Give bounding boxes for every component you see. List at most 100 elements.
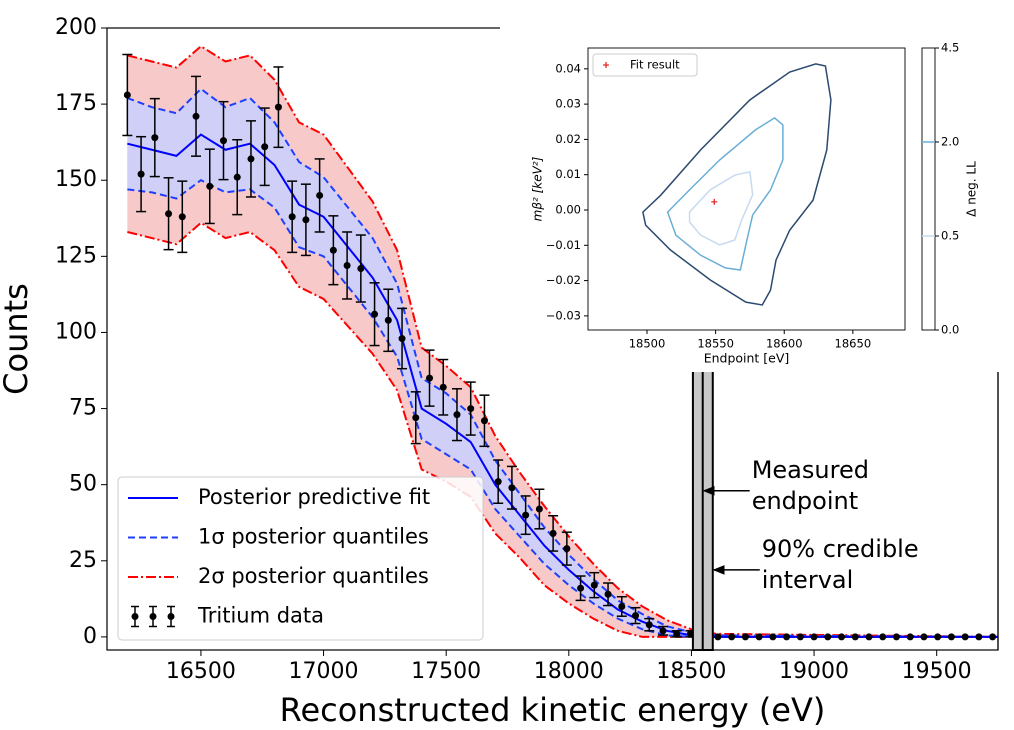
series-line [127, 45, 999, 638]
data-point [604, 590, 612, 598]
data-point [480, 417, 488, 425]
fit-result [711, 198, 718, 205]
data-point [947, 633, 955, 641]
data-point [769, 633, 777, 641]
data-point [577, 584, 585, 592]
data-point [632, 612, 640, 620]
data-point [961, 633, 969, 641]
data-point [728, 633, 736, 641]
data-point [741, 633, 749, 641]
data-point [563, 545, 571, 553]
data-point [206, 182, 214, 190]
legend-label: 2σ posterior quantiles [198, 564, 429, 588]
data-point [879, 633, 887, 641]
data-point [824, 633, 832, 641]
data-point [247, 155, 255, 163]
colorbar-tick-label: 0.0 [941, 323, 959, 337]
y-tick-label: 150 [55, 167, 97, 192]
data-point [233, 173, 241, 181]
data-point [151, 134, 159, 142]
data-point [508, 484, 516, 492]
data-point [838, 633, 846, 641]
data-point [535, 505, 543, 513]
inset-legend-label: Fit result [630, 58, 680, 72]
contour [688, 170, 754, 246]
data-point [755, 633, 763, 641]
data-point [892, 633, 900, 641]
data-point [673, 630, 681, 638]
data-point [357, 265, 365, 273]
colorbar-tick-label: 4.5 [941, 41, 959, 55]
y-tick-label: 175 [55, 91, 97, 116]
data-point [316, 191, 324, 199]
data-point [398, 335, 406, 343]
inset-x-label: Endpoint [eV] [704, 351, 790, 366]
legend-label: 1σ posterior quantiles [198, 525, 429, 549]
inset-y-tick-label: 0.00 [555, 203, 581, 217]
y-axis-label: Counts [0, 283, 35, 395]
data-point [906, 633, 914, 641]
y-tick-label: 0 [83, 624, 97, 649]
data-point [549, 529, 557, 537]
data-point [618, 602, 626, 610]
data-point [865, 633, 873, 641]
x-tick-label: 19500 [902, 659, 972, 684]
colorbar-label: Δ neg. LL [965, 161, 979, 217]
inset-y-tick-label: 0.01 [555, 167, 581, 181]
legend-box [117, 476, 484, 641]
colorbar [921, 47, 936, 331]
data-point [329, 246, 337, 254]
data-point [412, 414, 420, 422]
data-point [371, 310, 379, 318]
data-point [467, 405, 475, 413]
legend-marker [131, 613, 139, 620]
data-point [522, 511, 530, 519]
inset-y-tick-label: −0.03 [546, 308, 581, 322]
inset-y-tick-label: −0.01 [546, 238, 581, 252]
data-point [934, 633, 942, 641]
data-point [343, 261, 351, 269]
x-axis-label: Reconstructed kinetic energy (eV) [280, 691, 826, 729]
legend-label: Tritium data [197, 604, 324, 628]
legend-marker [167, 613, 175, 620]
data-point [261, 143, 269, 151]
data-point [288, 213, 296, 221]
data-point [178, 213, 186, 221]
legend-marker [149, 613, 157, 620]
band-fill [127, 46, 999, 637]
y-tick-label: 200 [55, 15, 97, 40]
annotation-text: interval [762, 566, 854, 594]
y-tick-label: 75 [69, 396, 97, 421]
inset-y-tick-label: 0.03 [555, 97, 581, 111]
colorbar-tick-label: 2.0 [941, 135, 959, 149]
data-point [426, 374, 434, 382]
y-tick-label: 125 [55, 243, 97, 268]
inset-y-tick-label: 0.02 [555, 132, 581, 146]
x-tick-label: 18500 [656, 659, 726, 684]
inset-y-tick-label: −0.02 [546, 273, 581, 287]
data-point [494, 478, 502, 486]
data-point [590, 581, 598, 589]
series-line [127, 87, 999, 638]
x-tick-label: 17000 [289, 659, 359, 684]
y-tick-label: 100 [55, 319, 97, 344]
inset-y-tick-label: 0.04 [555, 61, 581, 75]
data-point [920, 633, 928, 641]
contour [666, 116, 784, 271]
data-point [714, 633, 722, 641]
x-tick-label: 19000 [779, 659, 849, 684]
series-line [127, 221, 998, 638]
x-tick-label: 16500 [166, 659, 236, 684]
x-tick-label: 18000 [534, 659, 604, 684]
colorbar-tick-label: 0.5 [941, 229, 959, 243]
data-point [783, 633, 791, 641]
inset-legend-box [592, 53, 698, 77]
x-tick-label: 17500 [411, 659, 481, 684]
annotation-text: Measured [752, 456, 869, 484]
data-point [384, 316, 392, 324]
annotation-text: 90% credible [762, 535, 919, 563]
inset-x-tick-label: 18550 [697, 337, 734, 351]
inset-x-tick-label: 18650 [835, 337, 872, 351]
data-point [989, 633, 997, 641]
